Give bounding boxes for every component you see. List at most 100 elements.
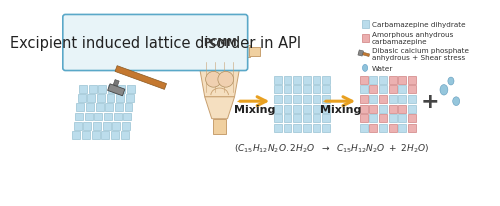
Bar — [111, 131, 119, 139]
Polygon shape — [115, 66, 166, 90]
Bar — [293, 115, 301, 123]
Bar — [96, 104, 104, 112]
Bar — [360, 76, 368, 84]
Bar — [118, 85, 126, 93]
Bar — [284, 86, 292, 94]
Bar — [293, 86, 301, 94]
Bar — [303, 105, 311, 113]
Polygon shape — [114, 80, 119, 87]
Bar — [322, 76, 330, 84]
Bar — [79, 85, 87, 93]
Bar — [98, 85, 106, 93]
Bar — [274, 96, 282, 103]
Bar — [322, 96, 330, 103]
Bar — [102, 131, 109, 139]
Bar — [408, 86, 416, 94]
Bar — [322, 115, 330, 123]
Bar — [180, 48, 190, 56]
Bar — [322, 124, 330, 132]
Bar — [274, 124, 282, 132]
Text: Amorphous anhydrous
carbamazepine: Amorphous anhydrous carbamazepine — [372, 32, 454, 45]
Bar — [88, 85, 96, 93]
Bar — [112, 122, 120, 130]
Ellipse shape — [440, 85, 448, 96]
Bar — [379, 76, 387, 84]
Bar — [408, 105, 416, 113]
Bar — [274, 115, 282, 123]
Bar — [408, 115, 416, 123]
Bar — [379, 124, 387, 132]
Bar — [370, 76, 378, 84]
Bar — [322, 105, 330, 113]
Polygon shape — [359, 52, 370, 57]
Bar — [388, 96, 396, 103]
Bar — [108, 85, 116, 93]
Bar — [370, 105, 378, 113]
Bar — [82, 131, 90, 139]
Bar — [293, 124, 301, 132]
Bar — [76, 104, 84, 112]
Bar — [274, 105, 282, 113]
Circle shape — [218, 72, 234, 88]
Bar — [379, 105, 387, 113]
Bar — [124, 104, 132, 112]
Bar — [120, 131, 128, 139]
Bar — [398, 86, 406, 94]
Bar — [398, 124, 406, 132]
Bar — [388, 76, 396, 84]
Text: Mixing: Mixing — [320, 104, 361, 114]
Bar — [93, 122, 101, 130]
Bar — [274, 76, 282, 84]
Bar — [388, 115, 396, 123]
Bar — [284, 105, 292, 113]
Ellipse shape — [452, 97, 460, 106]
Bar — [104, 113, 112, 121]
Bar — [115, 104, 123, 112]
Bar — [312, 76, 320, 84]
Ellipse shape — [362, 65, 368, 72]
Bar — [360, 115, 368, 123]
Bar — [74, 122, 82, 130]
Bar — [360, 86, 368, 94]
Bar — [362, 21, 370, 28]
Bar — [312, 105, 320, 113]
Bar — [284, 124, 292, 132]
Bar — [214, 119, 226, 134]
Bar — [370, 115, 378, 123]
Bar — [124, 113, 131, 121]
Bar — [379, 86, 387, 94]
Bar — [92, 131, 100, 139]
Bar — [189, 46, 250, 58]
Text: Dibasic calcium phosphate
anhydrous + Shear stress: Dibasic calcium phosphate anhydrous + Sh… — [372, 48, 469, 61]
Text: +: + — [420, 92, 439, 112]
Bar — [398, 76, 406, 84]
Bar — [303, 124, 311, 132]
Bar — [322, 86, 330, 94]
Text: Water: Water — [372, 66, 394, 71]
Bar — [360, 105, 368, 113]
Bar — [78, 95, 86, 103]
Bar — [408, 96, 416, 103]
Text: Excipient induced lattice disorder in API: Excipient induced lattice disorder in AP… — [10, 36, 301, 51]
Bar — [408, 76, 416, 84]
Text: Mixing: Mixing — [234, 104, 276, 114]
Bar — [293, 105, 301, 113]
Bar — [379, 115, 387, 123]
Bar — [303, 115, 311, 123]
Bar — [379, 96, 387, 103]
Polygon shape — [204, 97, 234, 119]
Bar — [274, 86, 282, 94]
Bar — [360, 124, 368, 132]
Polygon shape — [108, 84, 125, 96]
Bar — [362, 35, 370, 42]
Bar — [303, 96, 311, 103]
Bar — [360, 96, 368, 103]
Bar — [75, 113, 83, 121]
Bar — [293, 76, 301, 84]
Bar — [312, 96, 320, 103]
Bar — [94, 113, 102, 121]
Text: PCMM: PCMM — [203, 37, 236, 47]
Bar — [97, 95, 105, 103]
Bar — [303, 86, 311, 94]
Bar — [388, 86, 396, 94]
